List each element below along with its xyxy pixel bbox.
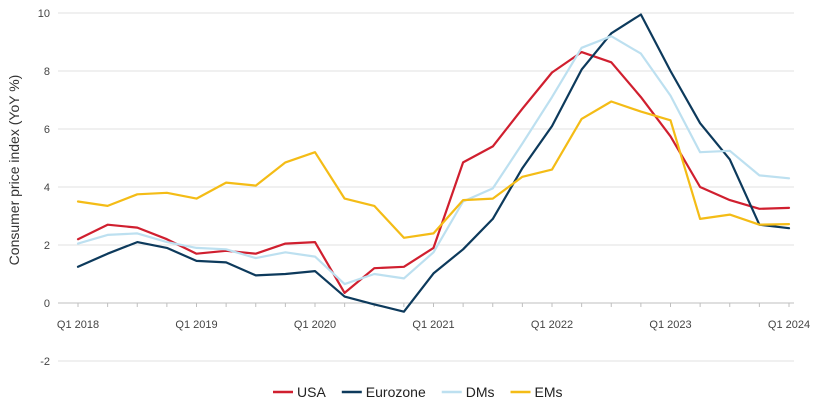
y-tick-label: 2	[44, 240, 50, 252]
legend-label-ems: EMs	[535, 384, 563, 400]
series-line-eurozone	[76, 13, 791, 313]
y-tick-label: 4	[44, 182, 50, 194]
legend-label-usa: USA	[297, 384, 326, 400]
x-tick-label: Q1 2020	[294, 319, 336, 331]
legend: USA Eurozone DMs EMs	[273, 384, 563, 400]
x-axis: Q1 2018 Q1 2019 Q1 2020 Q1 2021 Q1 2022 Q1 20…	[57, 302, 810, 331]
series-line-usa	[76, 50, 791, 294]
x-tick-label: Q1 2022	[531, 319, 573, 331]
y-tick-label: -2	[40, 356, 50, 368]
gridlines	[58, 12, 794, 362]
legend-label-dms: DMs	[466, 384, 495, 400]
y-tick-label: 0	[44, 298, 50, 310]
x-tick-label: Q1 2024	[768, 319, 810, 331]
y-axis-label: Consumer price index (YoY %)	[6, 75, 22, 266]
x-tick-label: Q1 2018	[57, 319, 99, 331]
x-tick-label: Q1 2023	[649, 319, 691, 331]
legend-label-eurozone: Eurozone	[366, 384, 426, 400]
y-tick-label: 6	[44, 124, 50, 136]
y-axis-ticks: -2 0 2 4 6 8 10	[38, 8, 50, 368]
series-lines	[76, 13, 791, 313]
series-line-dms	[76, 35, 791, 286]
y-tick-label: 8	[44, 66, 50, 78]
y-tick-label: 10	[38, 8, 50, 20]
x-tick-label: Q1 2021	[412, 319, 454, 331]
series-line-ems	[76, 100, 791, 239]
x-tick-label: Q1 2019	[175, 319, 217, 331]
